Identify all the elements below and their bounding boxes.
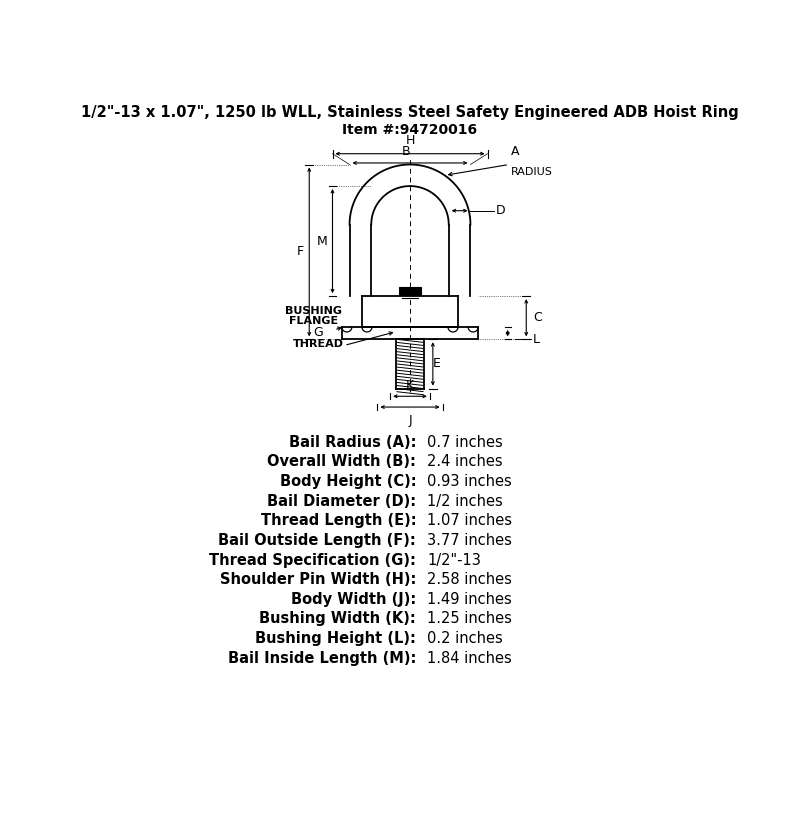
Text: G: G [314,325,323,338]
Text: 2.4 inches: 2.4 inches [427,455,502,469]
Text: RADIUS: RADIUS [510,167,553,177]
Text: 1/2"-13 x 1.07", 1250 lb WLL, Stainless Steel Safety Engineered ADB Hoist Ring: 1/2"-13 x 1.07", 1250 lb WLL, Stainless … [81,105,739,120]
Text: M: M [316,234,327,247]
Text: Bail Outside Length (F):: Bail Outside Length (F): [218,533,416,548]
Text: 1.07 inches: 1.07 inches [427,514,512,528]
Text: 3.77 inches: 3.77 inches [427,533,512,548]
Text: 1/2 inches: 1/2 inches [427,494,502,509]
Text: B: B [402,145,410,157]
Text: BUSHING: BUSHING [286,306,342,316]
Text: Bushing Width (K):: Bushing Width (K): [259,612,416,627]
Text: A: A [510,145,519,157]
Text: 0.7 inches: 0.7 inches [427,435,502,450]
Text: Overall Width (B):: Overall Width (B): [267,455,416,469]
Text: THREAD: THREAD [293,339,344,349]
Text: FLANGE: FLANGE [290,316,338,326]
Text: Item #:94720016: Item #:94720016 [342,123,478,137]
Bar [399,287,421,295]
Text: 1.25 inches: 1.25 inches [427,612,512,627]
Text: 2.58 inches: 2.58 inches [427,572,512,587]
Text: 0.93 inches: 0.93 inches [427,474,512,489]
Text: Shoulder Pin Width (H):: Shoulder Pin Width (H): [220,572,416,587]
Text: Bushing Height (L):: Bushing Height (L): [255,631,416,646]
Text: 1.84 inches: 1.84 inches [427,651,512,666]
Text: Bail Diameter (D):: Bail Diameter (D): [267,494,416,509]
Text: Thread Specification (G):: Thread Specification (G): [210,553,416,568]
Text: Bail Inside Length (M):: Bail Inside Length (M): [228,651,416,666]
Text: J: J [408,414,412,427]
Text: F: F [297,246,304,259]
Text: 1/2"-13: 1/2"-13 [427,553,481,568]
Text: 1.49 inches: 1.49 inches [427,592,512,607]
Text: D: D [496,204,506,217]
Text: Thread Length (E):: Thread Length (E): [261,514,416,528]
Text: K: K [406,378,414,391]
Text: Body Height (C):: Body Height (C): [279,474,416,489]
Text: L: L [534,333,540,346]
Text: Bail Radius (A):: Bail Radius (A): [289,435,416,450]
Text: E: E [433,357,441,370]
Text: Body Width (J):: Body Width (J): [291,592,416,607]
Text: C: C [534,311,542,324]
Text: 0.2 inches: 0.2 inches [427,631,502,646]
Text: H: H [406,133,414,147]
